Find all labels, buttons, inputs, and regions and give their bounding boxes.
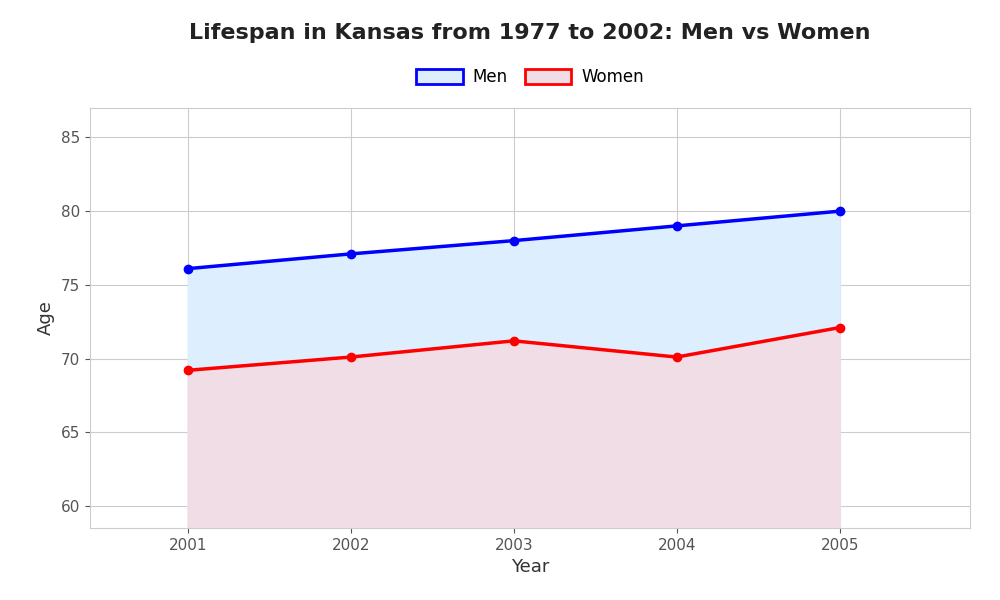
Legend: Men, Women: Men, Women — [409, 62, 651, 93]
Title: Lifespan in Kansas from 1977 to 2002: Men vs Women: Lifespan in Kansas from 1977 to 2002: Me… — [189, 23, 871, 43]
Y-axis label: Age: Age — [37, 301, 55, 335]
X-axis label: Year: Year — [511, 558, 549, 576]
